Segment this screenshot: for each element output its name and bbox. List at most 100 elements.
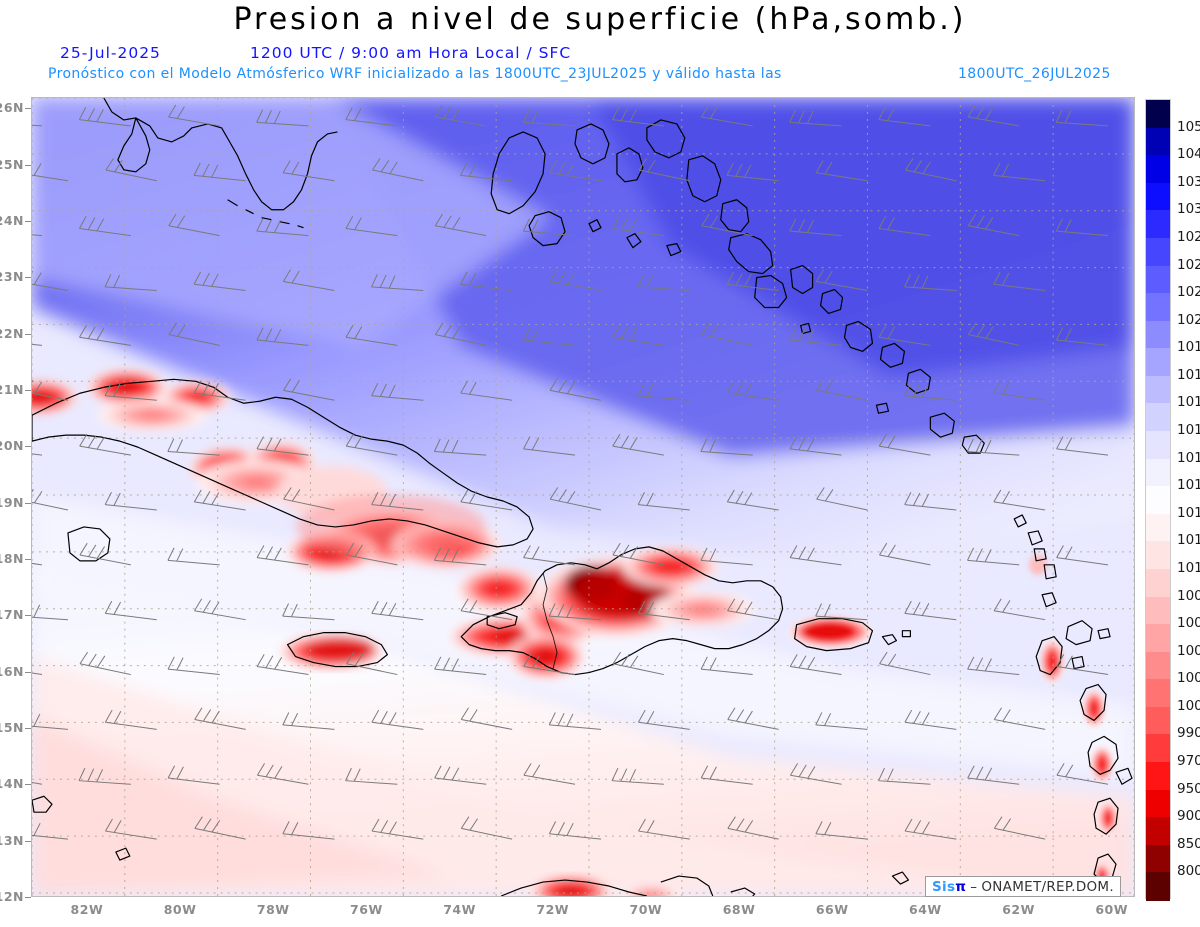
colorbar-band xyxy=(1146,541,1170,570)
wind-barb-layer xyxy=(32,104,1109,840)
wind-barb-icon xyxy=(878,216,931,237)
lat-tick-label: 22N xyxy=(0,325,24,341)
wind-barb-icon xyxy=(815,269,868,292)
lon-tick-label: 76W xyxy=(350,902,383,917)
wind-barb-icon xyxy=(256,436,309,456)
wind-barb-icon xyxy=(168,104,220,127)
wind-barb-icon xyxy=(283,378,335,401)
wind-barb-icon xyxy=(611,107,664,127)
lat-tick-label: 17N xyxy=(0,607,24,623)
wind-barb-icon xyxy=(549,269,602,292)
lat-tick-mark xyxy=(25,446,31,448)
wind-barb-icon xyxy=(434,547,487,566)
logo-pi-icon: π xyxy=(955,878,967,895)
colorbar-band xyxy=(1146,486,1170,515)
wind-barb-icon xyxy=(879,542,931,566)
wind-barb-icon xyxy=(1056,654,1109,676)
colorbar-tick-label: 970 xyxy=(1177,753,1200,770)
wind-barb-icon xyxy=(727,598,779,621)
wind-barb-icon xyxy=(727,816,779,840)
wind-barb-icon xyxy=(904,818,957,840)
lat-tick-label: 25N xyxy=(0,156,24,172)
wind-barb-icon xyxy=(256,327,309,346)
logo-separator: – xyxy=(970,878,978,895)
wind-barb-icon xyxy=(256,218,309,237)
lat-tick-label: 20N xyxy=(0,438,24,454)
wind-barb-icon xyxy=(282,603,335,621)
wind-barb-icon xyxy=(434,322,487,346)
colorbar-band xyxy=(1146,872,1170,901)
colorbar-tick-label: 850 xyxy=(1177,835,1200,852)
wind-barb-icon xyxy=(726,489,779,511)
wind-barb-icon xyxy=(371,818,424,840)
colorbar-band xyxy=(1146,320,1170,349)
colorbar-tick-label: 1014 xyxy=(1177,477,1200,494)
wind-barb-icon xyxy=(79,651,131,676)
wind-barb-icon xyxy=(167,656,220,676)
wind-barb-icon xyxy=(460,598,513,621)
colorbar-tick-label: 1006 xyxy=(1177,615,1200,632)
wind-barb-icon xyxy=(815,160,868,182)
wind-barb-icon xyxy=(726,271,779,292)
wind-barb-icon xyxy=(460,162,513,182)
wind-barb-icon xyxy=(612,216,664,237)
wind-barb-icon xyxy=(79,324,131,346)
wind-barb-icon xyxy=(523,436,576,456)
wind-barb-icon xyxy=(637,600,690,621)
wind-barb-icon xyxy=(522,109,576,127)
colorbar-band xyxy=(1146,293,1170,322)
lat-tick-label: 21N xyxy=(0,381,24,397)
lat-tick-label: 16N xyxy=(0,663,24,679)
wind-barb-icon xyxy=(701,213,753,237)
wind-barb-icon xyxy=(993,380,1046,401)
lat-tick-mark xyxy=(25,615,31,617)
wind-barb-icon xyxy=(372,158,424,182)
wind-barb-icon xyxy=(726,380,779,401)
wind-barb-icon xyxy=(105,818,157,840)
wind-barb-icon xyxy=(193,162,246,182)
wind-barb-icon xyxy=(193,489,246,511)
lon-tick-label: 62W xyxy=(1002,902,1035,917)
wind-barb-icon xyxy=(104,709,157,730)
wind-barb-icon xyxy=(1055,109,1109,127)
colorbar-band xyxy=(1146,155,1170,184)
lat-tick-mark xyxy=(25,164,31,166)
colorbar-band xyxy=(1146,375,1170,405)
wind-barb-icon xyxy=(194,707,246,730)
colorbar-tick-label: 1004 xyxy=(1177,642,1200,659)
wind-barb-icon xyxy=(79,542,131,566)
wind-barb-icon xyxy=(371,383,424,401)
wind-barb-icon xyxy=(1056,545,1109,566)
wind-barb-icon xyxy=(345,433,398,456)
wind-barb-icon xyxy=(726,162,779,182)
wind-barb-icon xyxy=(700,438,753,456)
lat-tick-mark xyxy=(25,220,31,222)
lon-tick-label: 70W xyxy=(629,902,663,917)
wind-barb-icon xyxy=(816,378,868,401)
colorbar-band xyxy=(1146,182,1170,211)
wind-barb-icon xyxy=(105,158,157,182)
wind-barb-icon xyxy=(282,712,335,730)
wind-barb-icon xyxy=(612,324,664,346)
wind-barb-icon xyxy=(967,547,1020,566)
wind-barb-icon xyxy=(878,767,931,785)
wind-barb-icon xyxy=(193,380,246,401)
wind-barb-icon xyxy=(637,491,690,511)
colorbar-tick-label: 990 xyxy=(1177,725,1200,742)
wind-barb-icon xyxy=(345,324,398,346)
wind-barb-icon xyxy=(904,274,957,292)
wind-barb-icon xyxy=(434,104,487,127)
colorbar-tick-label: 1015 xyxy=(1177,449,1200,466)
lon-tick-label: 68W xyxy=(722,902,756,917)
wind-barb-icon xyxy=(32,343,43,346)
lat-tick-label: 12N xyxy=(0,889,24,904)
wind-barb-icon xyxy=(879,651,931,676)
wind-barb-icon xyxy=(371,491,424,511)
wind-barb-icon xyxy=(32,822,68,840)
wind-barb-icon xyxy=(612,433,664,456)
lat-tick-mark xyxy=(25,897,31,898)
wind-barb-icon xyxy=(283,487,335,511)
colorbar-tick-label: 1017 xyxy=(1177,394,1200,411)
wind-barb-icon xyxy=(816,487,868,511)
wind-barb-icon xyxy=(32,489,69,511)
